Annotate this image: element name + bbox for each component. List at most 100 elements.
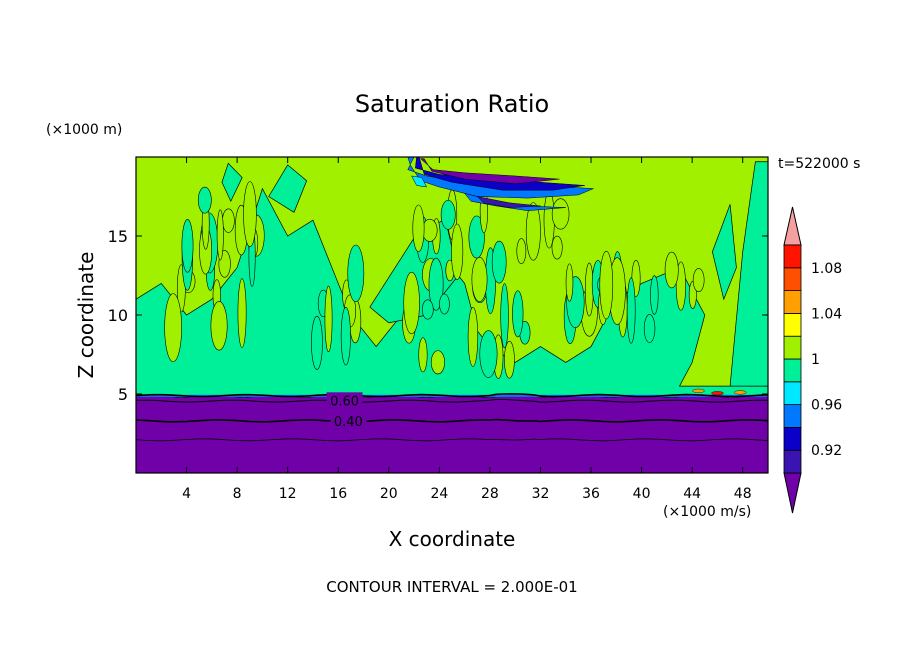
contour-line [136,438,768,442]
field-cell [692,268,705,293]
field-supersat-spot [733,390,747,395]
y-tick-label: 5 [118,385,128,404]
field-cell [479,330,498,378]
field-dry-patch [476,196,541,208]
x-tick-label: 28 [481,486,499,502]
field-cell [643,314,656,344]
field-cell [471,256,488,302]
contour-labels: 0.60 0.40 [326,392,367,430]
field-cell [512,290,524,338]
field-cell [451,223,464,280]
field-cell [428,257,444,311]
field-cell [467,307,479,367]
x-tick-label: 16 [329,486,347,502]
field-cell [675,261,686,311]
x-tick-label: 36 [582,486,600,502]
field-cell [468,215,485,259]
colorbar-swatch [783,244,802,269]
x-axis: 4 8 12 16 20 24 28 32 36 40 44 48 [182,157,752,502]
contour-interval-note: CONTOUR INTERVAL = 2.000E-01 [326,578,577,596]
x-tick-label: 20 [380,486,398,502]
colorbar-swatch [783,404,802,428]
contour-label: 0.60 [330,394,359,409]
field-region-1 [729,161,768,387]
colorbar-label: 0.92 [811,443,842,459]
contour-line [136,393,768,398]
colorbar-label: 0.96 [811,398,842,414]
field-cell [551,198,570,230]
colorbar-label: 1.08 [811,261,842,277]
x-tick-label: 8 [233,486,242,502]
y-tick-label: 15 [108,227,128,246]
field-supersat-spot [711,391,724,396]
field-cell [491,240,507,284]
y-axis: 5 10 15 [108,227,768,404]
field-lower-layer [136,395,768,473]
colorbar: 0.92 0.96 1 1.04 1.08 [783,206,842,514]
x-tick-label: 44 [683,486,701,502]
colorbar-swatch [783,358,802,383]
x-tick-label: 48 [734,486,752,502]
field-region-1 [221,162,243,203]
x-tick-label: 40 [633,486,651,502]
colorbar-under-arrow [783,472,802,514]
field-region-1 [268,164,308,213]
field-cell [412,204,425,252]
field-cell [421,299,434,320]
field-cell [516,238,527,265]
colorbar-swatch [783,381,802,405]
contour-label-bg [330,412,367,427]
field-supersat-spot [692,388,705,393]
colorbar-label: 1 [811,352,820,368]
y-tick-label: 10 [108,306,128,325]
contour-label-bg [326,392,363,407]
contour-plot-area [136,157,768,473]
y-axis-title: Z coordinate [74,252,98,379]
field-cell [243,181,257,248]
field-cell [418,337,428,373]
x-tick-label: 12 [279,486,297,502]
time-label: t=522000 s [778,156,860,172]
x-tick-label: 4 [182,486,191,502]
field-dry-patch [415,157,585,191]
colorbar-label: 1.04 [811,306,842,322]
colorbar-swatch [783,335,802,360]
colorbar-swatch [783,267,802,291]
field-cell [664,251,679,289]
field-cell [551,235,563,260]
colorbar-swatch [783,426,802,451]
colorbar-swatch [783,312,802,337]
x-unit-label: (×1000 m/s) [663,504,751,520]
chart-title: Saturation Ratio [355,90,549,118]
contour-label: 0.40 [334,415,363,430]
field-cell [430,350,445,375]
field-cell [565,263,574,302]
field-dry-patch [411,175,428,188]
contour-line [136,398,768,403]
field-cell [222,208,235,233]
field-cell [237,278,247,348]
field-cell [504,340,515,379]
field-cell [311,315,323,370]
field-cell [525,202,541,261]
field-cell [626,277,636,344]
field-cell [440,199,456,230]
contour-lines [136,393,768,442]
field-cell [650,275,659,315]
field-cell [340,307,351,366]
y-unit-label: (×1000 m) [46,122,122,138]
field-cell [216,209,224,261]
field-cell [500,283,509,349]
field-region-1 [136,187,768,398]
colorbar-swatch [783,290,802,314]
field-cell [324,285,333,353]
field-dry-patch [419,158,560,185]
colorbar-over-arrow [783,206,802,246]
x-tick-label: 32 [532,486,550,502]
filled-contour-fields [136,157,768,473]
field-cell [403,271,420,335]
field-cell [439,293,450,315]
field-cell [210,301,228,351]
field-cell [164,293,182,362]
field-cell [599,250,614,320]
